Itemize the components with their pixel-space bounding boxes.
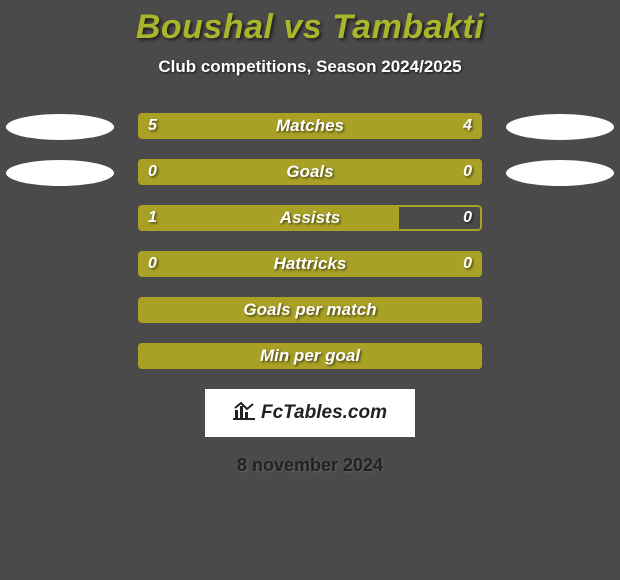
stat-bar: Min per goal: [138, 343, 482, 369]
stat-bar-fill-left: [138, 159, 310, 185]
date-text: 8 november 2024: [0, 455, 620, 476]
stat-bar-fill-right: [310, 159, 482, 185]
stat-bar-fill-left: [138, 297, 482, 323]
stat-bar-fill-left: [138, 343, 482, 369]
stat-row: 10Assists: [0, 197, 620, 243]
stat-bar: 10Assists: [138, 205, 482, 231]
stat-bar-fill-right: [310, 251, 482, 277]
content-root: Boushal vs Tambakti Club competitions, S…: [0, 0, 620, 580]
logo-text: FcTables.com: [261, 402, 387, 424]
page-title: Boushal vs Tambakti: [0, 8, 620, 47]
stat-value-right: 0: [463, 205, 472, 231]
title-vs: vs: [283, 8, 322, 46]
stat-bar-fill-left: [138, 205, 399, 231]
title-player-left: Boushal: [136, 8, 274, 46]
stat-bar: Goals per match: [138, 297, 482, 323]
player-left-marker: [6, 114, 114, 140]
stat-bar: 00Goals: [138, 159, 482, 185]
subtitle: Club competitions, Season 2024/2025: [0, 57, 620, 77]
stat-row: Goals per match: [0, 289, 620, 335]
stat-bar-fill-left: [138, 113, 329, 139]
logo-box[interactable]: FcTables.com: [205, 389, 415, 437]
stat-bar-fill-right: [329, 113, 482, 139]
player-right-marker: [506, 114, 614, 140]
stat-bar: 00Hattricks: [138, 251, 482, 277]
stats-rows: 54Matches 00Goals 10Assists 00Hattricks Goal…: [0, 105, 620, 381]
stat-row: Min per goal: [0, 335, 620, 381]
title-player-right: Tambakti: [332, 8, 484, 46]
chart-icon: [233, 402, 255, 425]
stat-row: 54Matches: [0, 105, 620, 151]
stat-bar: 54Matches: [138, 113, 482, 139]
player-left-marker: [6, 160, 114, 186]
stat-row: 00Hattricks: [0, 243, 620, 289]
stat-bar-fill-left: [138, 251, 310, 277]
player-right-marker: [506, 160, 614, 186]
stat-row: 00Goals: [0, 151, 620, 197]
